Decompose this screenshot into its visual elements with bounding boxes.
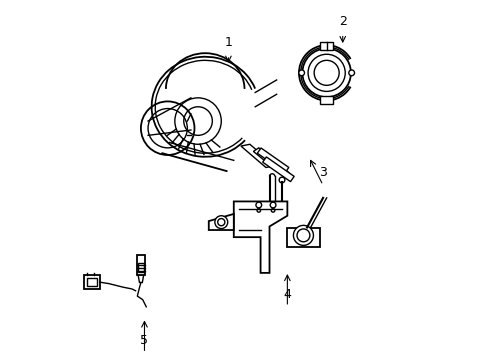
Polygon shape	[262, 157, 294, 182]
Bar	[138, 263, 143, 272]
Circle shape	[214, 216, 227, 229]
Text: 5: 5	[140, 334, 148, 347]
Bar	[83, 275, 100, 289]
Bar	[86, 278, 97, 286]
Polygon shape	[138, 275, 143, 283]
Text: 2: 2	[338, 14, 346, 27]
Circle shape	[293, 225, 313, 246]
Circle shape	[257, 208, 260, 212]
Circle shape	[348, 70, 354, 76]
Circle shape	[270, 202, 275, 208]
Text: 3: 3	[319, 166, 326, 179]
Bar	[287, 228, 319, 247]
Polygon shape	[257, 148, 288, 173]
Bar	[137, 255, 144, 275]
Text: 1: 1	[224, 36, 232, 49]
Circle shape	[298, 70, 304, 76]
Bar	[320, 96, 332, 104]
Text: 4: 4	[283, 288, 291, 301]
Circle shape	[255, 202, 261, 208]
Polygon shape	[241, 144, 274, 167]
Bar	[320, 42, 332, 50]
Polygon shape	[253, 148, 288, 176]
Circle shape	[271, 208, 274, 212]
Circle shape	[279, 177, 285, 183]
Polygon shape	[233, 202, 287, 273]
Polygon shape	[208, 214, 233, 230]
